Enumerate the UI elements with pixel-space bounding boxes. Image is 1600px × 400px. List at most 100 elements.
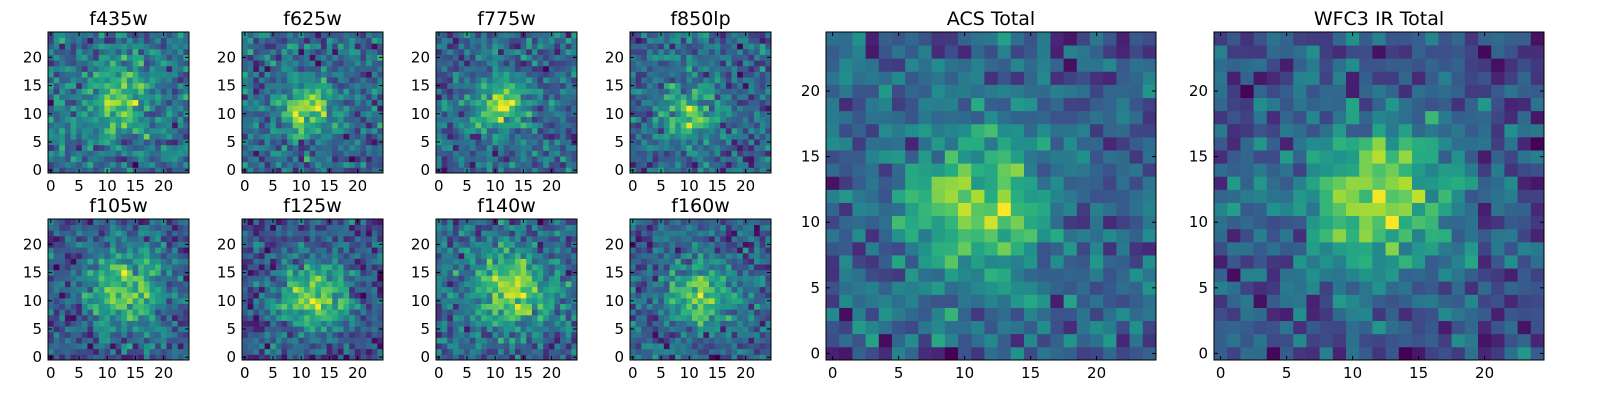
heatmap-cell bbox=[675, 99, 682, 106]
heatmap-cell bbox=[458, 88, 465, 95]
heatmap-cell bbox=[371, 320, 378, 327]
heatmap-cell bbox=[315, 54, 322, 61]
heatmap-cell bbox=[714, 156, 721, 163]
heatmap-cell bbox=[76, 65, 83, 72]
heatmap-cell bbox=[275, 320, 282, 327]
heatmap-cell bbox=[264, 264, 271, 271]
heatmap-cell bbox=[337, 286, 344, 293]
heatmap-cell bbox=[492, 303, 499, 310]
heatmap-cell bbox=[287, 320, 294, 327]
heatmap-cell bbox=[436, 48, 443, 55]
heatmap-cell bbox=[663, 150, 670, 157]
heatmap-cell bbox=[663, 77, 670, 84]
heatmap-cell bbox=[309, 235, 316, 242]
heatmap-cell bbox=[121, 116, 128, 123]
heatmap-cell bbox=[520, 303, 527, 310]
heatmap-cell bbox=[759, 71, 766, 78]
heatmap-cell bbox=[264, 37, 271, 44]
heatmap-cell bbox=[475, 247, 482, 254]
heatmap-cell bbox=[155, 105, 162, 112]
heatmap-cell bbox=[720, 43, 727, 50]
heatmap-cell bbox=[104, 303, 111, 310]
heatmap-cell bbox=[59, 82, 66, 89]
heatmap-cell bbox=[98, 43, 105, 50]
heatmap-cell bbox=[469, 320, 476, 327]
heatmap-cell bbox=[481, 297, 488, 304]
heatmap-cell bbox=[548, 292, 555, 299]
heatmap-cell bbox=[172, 235, 179, 242]
heatmap-cell bbox=[720, 297, 727, 304]
heatmap-cell bbox=[247, 150, 254, 157]
heatmap-cell bbox=[149, 314, 156, 321]
heatmap-cell bbox=[132, 303, 139, 310]
heatmap-cell bbox=[742, 122, 749, 129]
heatmap-cell bbox=[531, 77, 538, 84]
heatmap-cell bbox=[70, 224, 77, 231]
heatmap-cell bbox=[93, 105, 100, 112]
heatmap-cell bbox=[132, 48, 139, 55]
heatmap-cell bbox=[64, 99, 71, 106]
heatmap-cell bbox=[737, 331, 744, 338]
heatmap-cell bbox=[253, 88, 260, 95]
heatmap-cell bbox=[492, 139, 499, 146]
heatmap-cell bbox=[64, 32, 71, 39]
heatmap-cell bbox=[469, 258, 476, 265]
heatmap-cell bbox=[669, 37, 676, 44]
heatmap-cell bbox=[498, 150, 505, 157]
heatmap-cell bbox=[326, 292, 333, 299]
heatmap-cell bbox=[281, 252, 288, 259]
heatmap-cell bbox=[81, 82, 88, 89]
heatmap-cell bbox=[126, 150, 133, 157]
heatmap-cell bbox=[143, 88, 150, 95]
heatmap-cell bbox=[104, 320, 111, 327]
heatmap-cell bbox=[441, 110, 448, 117]
heatmap-cell bbox=[486, 297, 493, 304]
heatmap-cell bbox=[630, 94, 637, 101]
heatmap-cell bbox=[646, 99, 653, 106]
heatmap-cell bbox=[537, 320, 544, 327]
heatmap-cell bbox=[686, 43, 693, 50]
heatmap-cell bbox=[436, 286, 443, 293]
heatmap-cell bbox=[560, 88, 567, 95]
heatmap-cell bbox=[436, 348, 443, 355]
heatmap-cell bbox=[64, 314, 71, 321]
heatmap-cell bbox=[481, 99, 488, 106]
heatmap-cell bbox=[469, 127, 476, 134]
heatmap-cell bbox=[469, 94, 476, 101]
heatmap-cell bbox=[270, 326, 277, 333]
heatmap-cell bbox=[520, 71, 527, 78]
heatmap-cell bbox=[270, 241, 277, 248]
heatmap-cell bbox=[292, 258, 299, 265]
heatmap-cell bbox=[635, 94, 642, 101]
heatmap-cell bbox=[93, 167, 100, 174]
heatmap-cell bbox=[253, 54, 260, 61]
heatmap-cell bbox=[59, 264, 66, 271]
heatmap-cell bbox=[270, 297, 277, 304]
heatmap-cell bbox=[315, 94, 322, 101]
heatmap-cell bbox=[298, 292, 305, 299]
heatmap-cell bbox=[675, 32, 682, 39]
heatmap-cell bbox=[458, 116, 465, 123]
heatmap-cell bbox=[138, 156, 145, 163]
y-tick-label: 0 bbox=[420, 348, 430, 366]
heatmap-cell bbox=[87, 235, 94, 242]
heatmap-cell bbox=[663, 343, 670, 350]
y-tick-label: 5 bbox=[32, 133, 42, 151]
heatmap-cell bbox=[48, 48, 55, 55]
heatmap-cell bbox=[658, 37, 665, 44]
heatmap-cell bbox=[371, 241, 378, 248]
heatmap-cell bbox=[143, 343, 150, 350]
heatmap-cell bbox=[554, 144, 561, 151]
heatmap-cell bbox=[548, 269, 555, 276]
heatmap-cell bbox=[126, 71, 133, 78]
heatmap-cell bbox=[646, 167, 653, 174]
heatmap-cell bbox=[337, 297, 344, 304]
heatmap-cell bbox=[304, 331, 311, 338]
heatmap-cell bbox=[531, 88, 538, 95]
heatmap-cell bbox=[172, 65, 179, 72]
heatmap-cell bbox=[258, 122, 265, 129]
heatmap-cell bbox=[360, 320, 367, 327]
heatmap-cell bbox=[742, 275, 749, 282]
heatmap-cell bbox=[253, 281, 260, 288]
heatmap-cell bbox=[287, 292, 294, 299]
